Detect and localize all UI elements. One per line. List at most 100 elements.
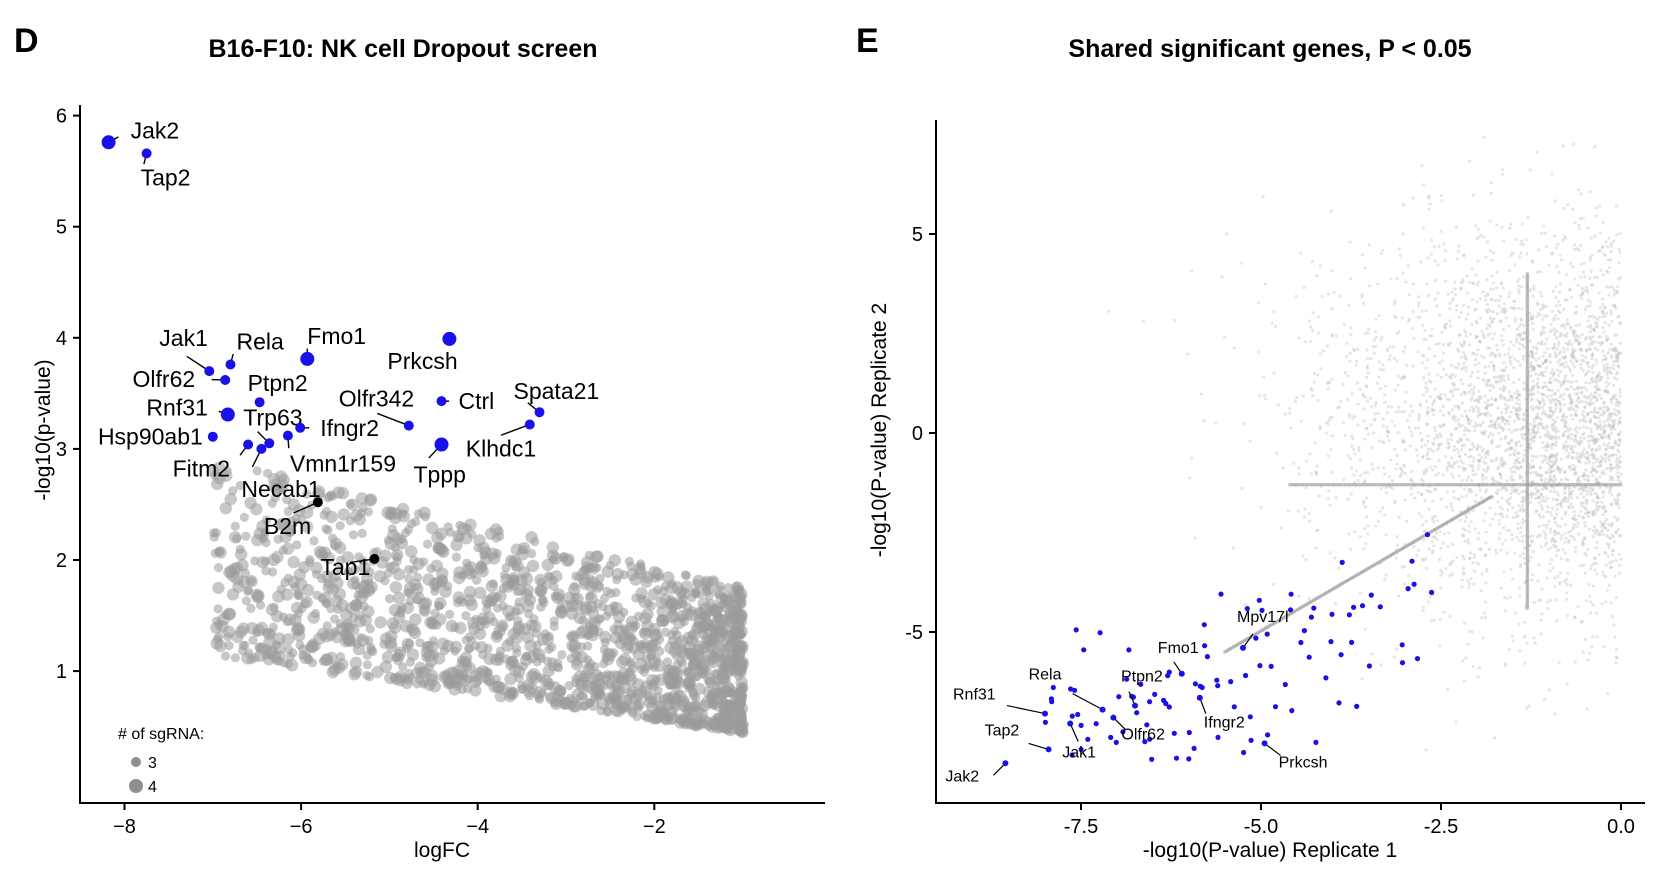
cloud-point-e: [1502, 378, 1506, 383]
cloud-point-e: [1454, 720, 1458, 724]
cloud-point-e: [1407, 425, 1411, 429]
cloud-point-e: [1549, 323, 1553, 327]
label-ctrl: Ctrl: [459, 388, 495, 414]
cloud-point-e: [1508, 502, 1512, 506]
cloud-point-e: [1385, 411, 1389, 415]
cloud-point-e: [1580, 353, 1584, 358]
cloud-point-e: [1445, 468, 1449, 472]
cloud-point-e: [1442, 367, 1446, 371]
cloud-point-e: [1532, 368, 1536, 372]
background-point-d: [345, 602, 358, 615]
cloud-point-e: [1281, 466, 1286, 470]
background-point-d: [430, 559, 443, 572]
cloud-point-e: [1512, 366, 1516, 370]
cloud-point-e: [1504, 538, 1508, 543]
cloud-point-e: [1431, 549, 1435, 553]
cloud-point-e: [1571, 362, 1575, 366]
cloud-point-e: [1518, 465, 1523, 469]
cloud-point-e: [1554, 440, 1558, 444]
cloud-point-e: [1598, 413, 1603, 417]
cloud-point-e: [1485, 469, 1489, 473]
background-point-d: [418, 604, 431, 617]
cloud-point-e: [1502, 570, 1506, 574]
cloud-point-e: [1585, 451, 1589, 455]
background-point-d: [644, 598, 654, 609]
cloud-point-e: [1545, 576, 1549, 580]
cloud-point-e: [1504, 365, 1508, 369]
cloud-point-e: [1553, 330, 1557, 334]
cloud-point-e: [1543, 536, 1548, 540]
cloud-point-e: [1397, 515, 1401, 520]
cloud-point-e: [1485, 302, 1489, 306]
cloud-point-e: [1552, 462, 1556, 466]
cloud-point-e: [1559, 525, 1563, 529]
cloud-point-e: [1383, 513, 1387, 517]
cloud-point-e: [1421, 605, 1426, 609]
cloud-point-e: [1613, 346, 1617, 350]
cloud-point-e: [1356, 347, 1360, 351]
cloud-point-e: [1561, 446, 1565, 450]
cloud-point-e: [1373, 417, 1377, 421]
cloud-point-e: [1434, 473, 1438, 477]
cloud-point-e: [1442, 351, 1446, 355]
cloud-point-e: [1297, 594, 1301, 599]
background-point-d: [558, 553, 569, 563]
cloud-point-e: [1397, 405, 1401, 409]
cloud-point-e: [1429, 380, 1433, 384]
cloud-point-e: [1561, 144, 1565, 148]
cloud-point-e: [1565, 613, 1570, 618]
cloud-point-e: [1383, 472, 1387, 476]
cloud-point-e: [1431, 499, 1435, 503]
cloud-point-e: [1337, 566, 1341, 570]
background-point-d: [696, 668, 706, 678]
background-point-d: [252, 627, 262, 638]
cloud-point-e: [1491, 517, 1495, 521]
cloud-point-e: [1583, 337, 1587, 341]
cloud-point-e: [1424, 557, 1428, 561]
cloud-point-e: [1599, 433, 1603, 437]
cloud-point-e: [1533, 641, 1537, 645]
background-point-d: [283, 506, 293, 517]
cloud-point-e: [1286, 509, 1290, 513]
cloud-point-e: [1535, 473, 1539, 477]
cloud-point-e: [1513, 448, 1517, 452]
cloud-point-e: [1551, 566, 1556, 570]
cloud-point-e: [1542, 393, 1546, 397]
cloud-point-e: [1604, 269, 1609, 273]
background-point-d: [525, 681, 538, 695]
cloud-point-e: [1605, 245, 1610, 249]
cloud-point-e: [1548, 688, 1552, 692]
cloud-point-e: [1310, 388, 1314, 392]
cloud-point-e: [1584, 381, 1588, 385]
cloud-point-e: [1565, 582, 1569, 587]
cloud-point-e: [1309, 472, 1313, 476]
background-point-d: [248, 635, 258, 645]
cloud-point-e: [1530, 458, 1534, 462]
cloud-point-e: [1601, 326, 1605, 330]
background-point-d: [217, 613, 230, 626]
background-point-d: [731, 654, 741, 664]
cloud-point-e: [1591, 401, 1595, 406]
cloud-point-e: [1361, 392, 1365, 396]
background-point-d: [730, 626, 740, 636]
cloud-point-e: [1614, 453, 1618, 457]
cloud-point-e: [1575, 425, 1579, 429]
cloud-point-e: [1364, 515, 1368, 519]
cloud-point-e: [1567, 506, 1571, 510]
cloud-point-e: [1612, 288, 1616, 292]
cloud-point-e: [1354, 363, 1358, 367]
cloud-point-e: [1434, 514, 1438, 518]
cloud-point-e: [1578, 440, 1582, 444]
cloud-point-e: [1616, 498, 1620, 502]
cloud-point-e: [1616, 285, 1620, 289]
cloud-point-e: [1541, 440, 1545, 444]
cloud-point-e: [1460, 414, 1464, 418]
cloud-point-e: [1468, 429, 1472, 433]
cloud-point-e: [1578, 323, 1582, 327]
background-point-d: [273, 632, 286, 645]
cloud-point-e: [1588, 255, 1593, 259]
cloud-point-e: [1616, 503, 1620, 507]
background-point-d: [357, 528, 367, 539]
cloud-point-e: [1570, 447, 1574, 451]
cloud-point-e: [1425, 457, 1429, 461]
